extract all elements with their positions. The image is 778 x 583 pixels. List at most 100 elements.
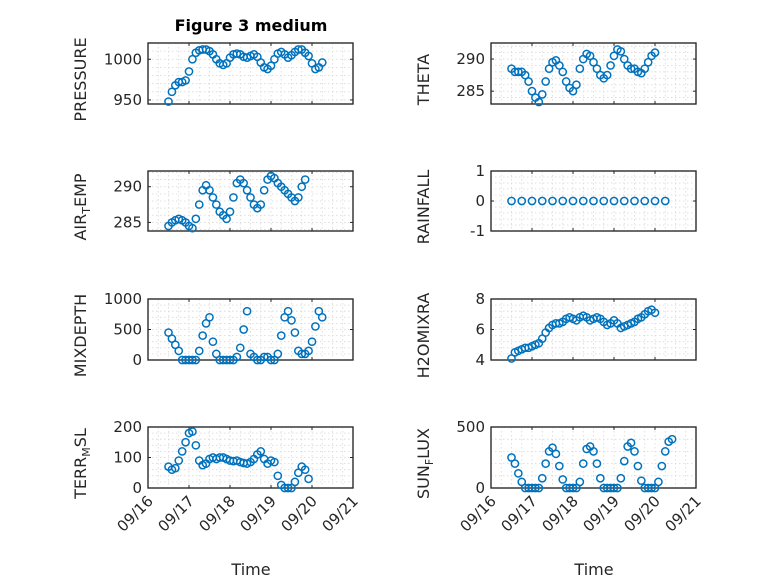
data-point xyxy=(551,449,561,459)
data-point xyxy=(592,64,602,74)
y-tick-label: 285 xyxy=(456,82,485,100)
data-point xyxy=(239,178,249,188)
data-point xyxy=(256,447,266,456)
data-point xyxy=(568,86,578,96)
y-axis-label: SUNFLUX xyxy=(414,428,436,499)
data-point xyxy=(239,325,249,334)
data-point xyxy=(266,61,276,71)
data-point xyxy=(229,193,238,202)
data-point xyxy=(643,57,653,67)
data-point xyxy=(304,346,313,356)
data-point xyxy=(266,355,276,365)
data-point xyxy=(194,346,204,356)
data-point xyxy=(287,316,296,325)
data-point xyxy=(252,355,262,365)
data-point xyxy=(225,207,235,217)
y-tick-label: -1 xyxy=(470,222,485,240)
x-axis-label-right: Time xyxy=(573,560,613,579)
panel-theta: 285 290 THETA xyxy=(414,42,697,107)
data-point xyxy=(561,77,571,86)
axes-frame xyxy=(147,170,354,232)
y-tick-label: 290 xyxy=(113,178,142,196)
data-series xyxy=(164,306,327,365)
data-point xyxy=(609,483,619,493)
data-series xyxy=(507,434,677,493)
data-point xyxy=(599,196,609,206)
data-point xyxy=(188,54,197,64)
data-point xyxy=(170,463,180,473)
panel-h2omixra: 4 6 8 H2OMIXRA xyxy=(414,290,697,378)
data-point xyxy=(572,80,581,90)
data-point xyxy=(578,196,588,206)
data-point xyxy=(259,185,269,195)
y-tick-label: 0 xyxy=(132,479,142,497)
data-point xyxy=(517,196,527,206)
data-point xyxy=(589,196,598,206)
y-tick-label: 0 xyxy=(475,479,485,497)
data-point xyxy=(293,45,303,54)
data-point xyxy=(283,483,293,493)
data-point xyxy=(650,48,660,57)
data-point xyxy=(205,312,214,322)
data-point xyxy=(554,61,564,70)
data-series xyxy=(164,171,310,233)
y-tick-label: 0 xyxy=(475,192,485,210)
data-point xyxy=(630,196,639,206)
data-point xyxy=(537,90,547,99)
data-point xyxy=(609,196,619,206)
panel-mixdepth: 0 500 1000 MIXDEPTH xyxy=(71,290,354,377)
axes-frame xyxy=(490,426,697,489)
data-point xyxy=(531,483,540,493)
data-point xyxy=(537,473,547,483)
data-point xyxy=(619,456,629,466)
data-point xyxy=(290,477,300,487)
data-point xyxy=(619,54,629,64)
data-point xyxy=(167,87,177,97)
data-point xyxy=(589,447,598,456)
data-point xyxy=(589,57,598,67)
y-tick-label: 1000 xyxy=(104,50,142,68)
axes-frame xyxy=(490,42,697,105)
data-point xyxy=(174,456,184,465)
y-tick-label: 0 xyxy=(132,351,142,369)
y-axis-label: MIXDEPTH xyxy=(71,294,90,377)
y-axis-label: PRESSURE xyxy=(71,37,90,121)
data-point xyxy=(633,461,643,471)
data-point xyxy=(613,483,622,493)
panel-pressure: 950 1000 PRESSURE xyxy=(71,37,354,122)
data-series xyxy=(164,427,313,493)
data-point xyxy=(616,46,626,56)
data-point xyxy=(246,193,255,202)
y-tick-label: 100 xyxy=(113,449,142,467)
data-point xyxy=(558,67,568,77)
data-point xyxy=(235,343,245,353)
data-point xyxy=(568,483,578,493)
data-point xyxy=(188,427,197,436)
data-series xyxy=(507,45,660,107)
data-point xyxy=(273,471,283,481)
data-point xyxy=(222,214,231,224)
data-point xyxy=(273,349,283,359)
data-point xyxy=(626,438,636,448)
y-tick-label: 1000 xyxy=(104,290,142,308)
data-point xyxy=(191,355,201,365)
data-point xyxy=(640,196,650,206)
y-tick-label: 8 xyxy=(475,290,485,308)
data-point xyxy=(259,352,269,362)
data-point xyxy=(211,200,221,209)
data-point xyxy=(640,64,650,74)
y-tick-label: 6 xyxy=(475,321,485,339)
data-point xyxy=(181,76,190,85)
panel-rainfall: -1 0 1 RAINFALL xyxy=(414,162,697,244)
data-point xyxy=(208,337,218,347)
data-point xyxy=(304,474,313,484)
panel-air-temp: 285 290 AIRTEMP xyxy=(71,170,354,241)
y-tick-label: 950 xyxy=(113,91,142,109)
y-tick-label: 290 xyxy=(456,50,485,68)
y-tick-label: 4 xyxy=(475,351,485,369)
y-tick-label: 1 xyxy=(475,162,485,180)
data-point xyxy=(636,476,646,486)
data-point xyxy=(311,322,320,331)
data-point xyxy=(630,447,639,456)
